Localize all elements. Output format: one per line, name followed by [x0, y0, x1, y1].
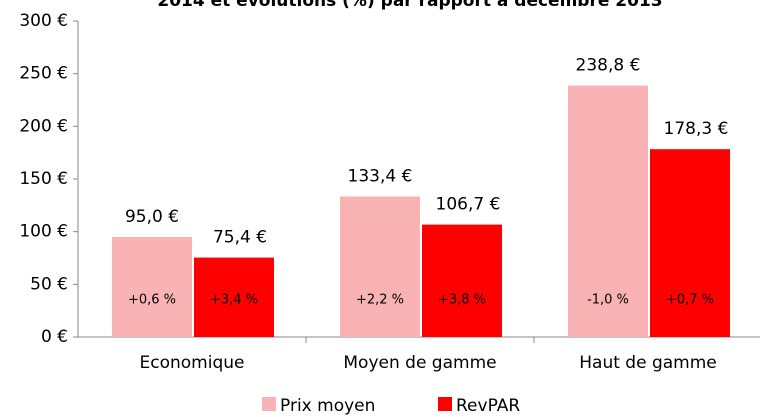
- change-label: +0,6 %: [128, 293, 176, 308]
- change-label: +3,4 %: [210, 293, 258, 308]
- change-label: +3,8 %: [438, 293, 486, 308]
- x-tick-label: Economique: [140, 353, 245, 373]
- bar: [422, 224, 502, 337]
- y-tick-label: 300 €: [19, 11, 68, 31]
- chart-title: 2014 et évolutions (%) par rapport à déc…: [157, 0, 662, 11]
- y-tick-label: 200 €: [19, 116, 68, 136]
- value-label: 75,4 €: [213, 228, 267, 248]
- y-tick-label: 250 €: [19, 64, 68, 84]
- y-tick-label: 150 €: [19, 169, 68, 189]
- bar: [568, 85, 648, 338]
- x-tick-label: Moyen de gamme: [343, 353, 496, 373]
- y-tick-label: 0 €: [41, 327, 68, 347]
- value-label: 106,7 €: [436, 195, 501, 215]
- value-label: 95,0 €: [125, 207, 179, 227]
- value-label: 178,3 €: [664, 119, 729, 139]
- value-label: 238,8 €: [576, 55, 641, 75]
- legend-swatch: [438, 397, 452, 411]
- legend-swatch: [262, 397, 276, 411]
- change-label: +0,7 %: [666, 293, 714, 308]
- bar: [112, 236, 192, 337]
- x-tick-label: Haut de gamme: [579, 353, 717, 373]
- y-tick-label: 100 €: [19, 222, 68, 242]
- value-label: 133,4 €: [348, 166, 413, 186]
- bar: [650, 149, 730, 337]
- change-label: +2,2 %: [356, 293, 404, 308]
- bar: [194, 257, 274, 337]
- change-label: -1,0 %: [587, 293, 629, 308]
- legend-label: RevPAR: [456, 396, 520, 416]
- y-tick-label: 50 €: [30, 274, 68, 294]
- legend-label: Prix moyen: [280, 396, 375, 416]
- bar: [340, 196, 420, 337]
